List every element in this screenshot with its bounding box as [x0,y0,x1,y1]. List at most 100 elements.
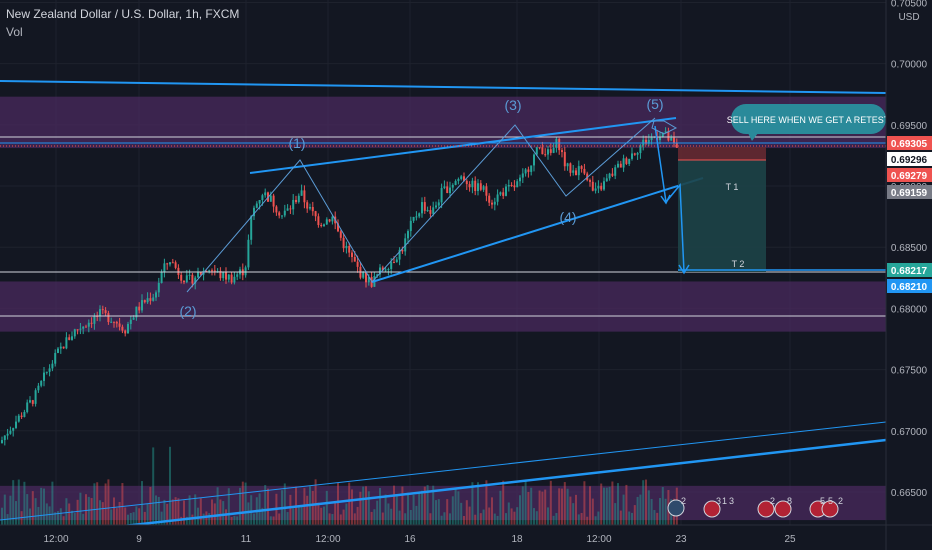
upper-resistance-line[interactable] [0,80,887,94]
volume-bar [31,491,34,525]
volume-bar [348,482,351,525]
price-tag-label: 0.68217 [891,266,928,277]
candle-body [337,223,339,232]
candle-body [572,170,575,173]
volume-bar [54,512,57,525]
volume-bar [605,487,608,525]
candle-body [101,309,104,311]
us-flag-icon[interactable] [821,500,839,518]
price-tick-label: 0.67000 [891,427,928,438]
volume-bar [471,482,474,525]
price-tag [887,136,932,150]
candle-body [68,337,71,340]
projection-path[interactable] [654,125,685,273]
projection-arrow-2 [678,264,690,275]
candle-body [225,271,227,280]
candle-body [31,400,34,404]
trend-drawings[interactable] [0,80,887,542]
time-tick-label: 11 [241,534,252,545]
candle-body [208,270,211,272]
volume-bar [664,498,667,525]
take-profit-zone[interactable] [678,160,766,272]
sell-callout[interactable]: SELL HERE WHEN WE GET A RETEST [727,104,890,141]
candle-body [510,184,513,186]
volume-bar [132,512,135,525]
volume-bar [244,482,247,525]
candle-body [188,274,191,276]
candle-body [169,262,171,265]
candle-body [278,212,281,216]
volume-bar [488,507,491,525]
volume-bar [362,486,365,525]
elliott-wave-path[interactable] [186,117,656,293]
volume-bar [376,500,379,525]
volume-bar [339,514,342,525]
volume-bar [591,498,594,525]
stop-loss-zone[interactable] [678,147,766,160]
callout-bubble[interactable] [731,104,886,134]
candle-body [367,277,370,283]
volume-bar [656,512,659,525]
price-tags: 0.69305 0.69296 0.69279 0.69159 0.68217 0.682… [887,136,932,293]
volume-bar [17,479,20,525]
volume-bar [566,488,569,525]
price-zone[interactable] [0,485,886,521]
candle-body [647,139,650,144]
candle-body [577,166,580,176]
volume-bar [479,513,482,525]
candle-body [412,216,415,221]
candle-body [264,192,267,196]
volume-bar [93,483,96,525]
volume-bar [580,512,583,525]
candle-body [194,277,197,284]
candle-body [561,150,563,153]
event-badge-count: 2 [838,496,843,506]
us-flag-icon[interactable] [774,500,792,518]
candle-body [611,173,614,176]
volume-bar [409,509,412,525]
candle-body [289,208,292,210]
candle-body [328,219,331,222]
candle-body [132,317,135,320]
event-badges[interactable]: 2 3 1 3 2 8 5 5 2 [667,496,843,518]
candle-body [379,267,381,275]
candle-body [255,203,258,208]
candle-body [219,270,222,279]
candle-body [474,180,477,192]
candle-body [113,321,115,323]
long-support-line-thin[interactable] [0,421,887,521]
price-tag-label: 0.69159 [891,188,928,199]
candle-body [415,216,418,218]
candle-body [115,321,118,324]
volume-bar [216,487,219,525]
price-zone[interactable] [0,281,886,332]
event-flag-icon[interactable] [667,499,685,517]
volume-bar [482,509,485,525]
candle-body [580,166,583,169]
candle-body [348,245,351,253]
us-flag-icon[interactable] [757,500,775,518]
time-tick-label: 16 [404,534,416,545]
candle-body [152,297,155,301]
candle-body [183,280,185,283]
candle-body [124,330,127,334]
volume-bar [650,498,653,525]
candle-body [530,165,533,172]
volume-bar [549,480,552,525]
long-support-line[interactable] [0,438,887,542]
volume-bar [446,499,449,525]
volume-bar [26,494,29,525]
volume-bar [563,482,566,525]
us-flag-icon[interactable] [703,500,721,518]
candle-body [563,152,566,167]
candle-body [600,185,603,190]
volume-bar [197,507,199,525]
volume-bar [625,484,628,525]
channel-lower-line[interactable] [371,177,704,283]
candle-body [589,180,591,182]
candle-body [174,262,177,268]
volume-bar [68,503,71,525]
volume-bar [113,497,115,525]
volume-bar [199,498,202,525]
